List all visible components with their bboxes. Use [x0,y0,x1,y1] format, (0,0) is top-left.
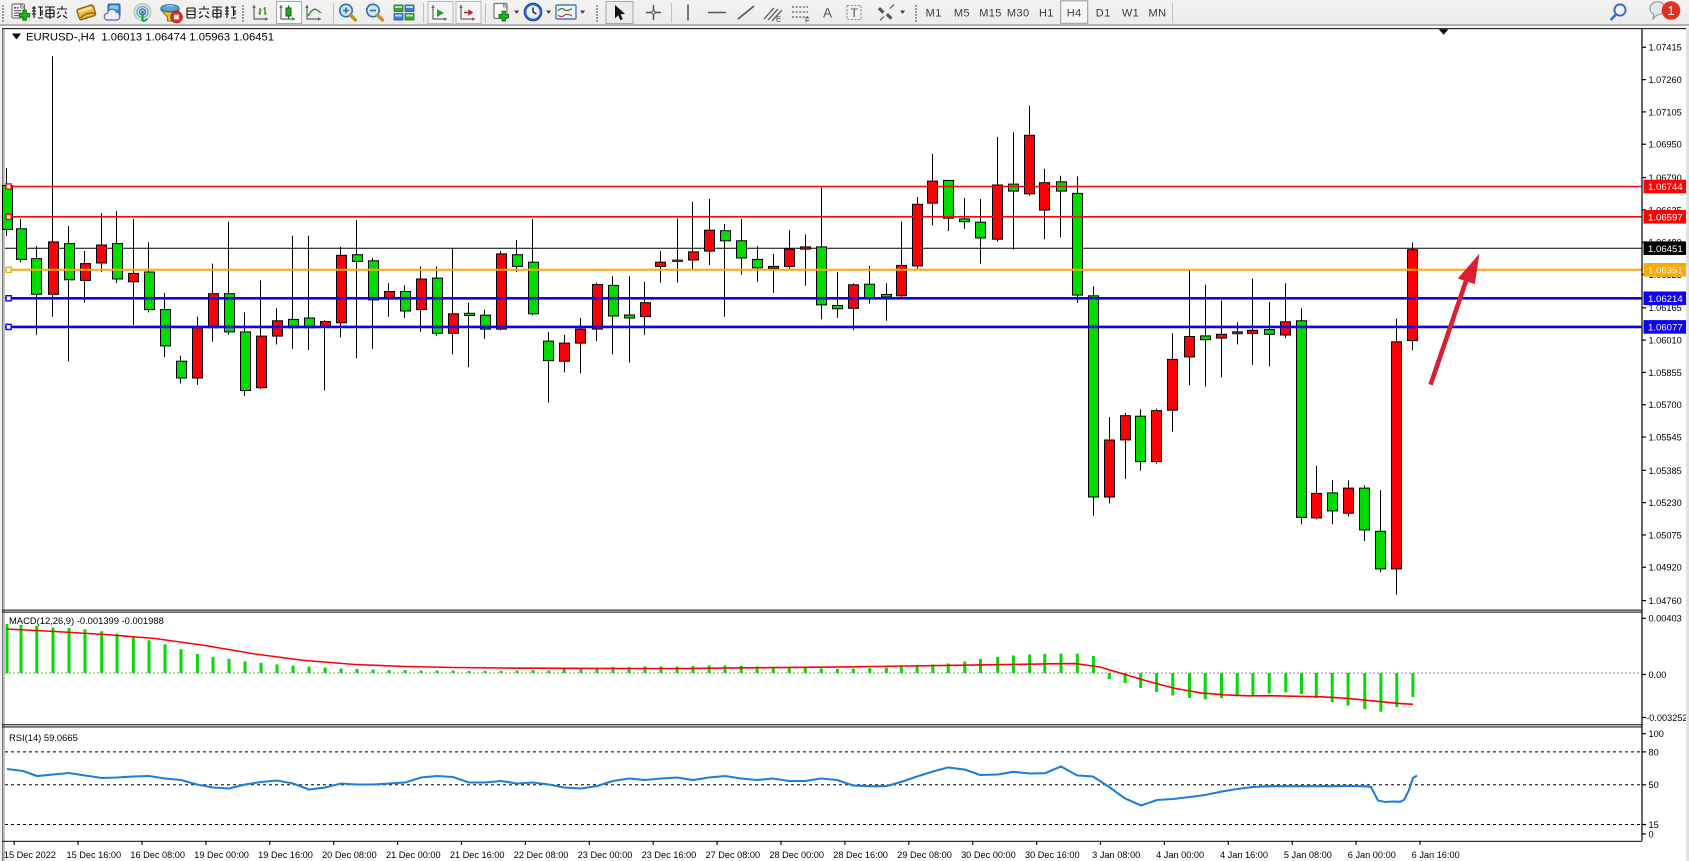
svg-text:15 Dec 16:00: 15 Dec 16:00 [66,850,121,860]
svg-text:F: F [805,16,810,25]
svg-text:M30: M30 [1007,8,1030,20]
svg-text:-0.003252: -0.003252 [1646,713,1687,723]
svg-text:29 Dec 08:00: 29 Dec 08:00 [897,850,952,860]
svg-text:1.04920: 1.04920 [1649,563,1682,573]
svg-text:23 Dec 16:00: 23 Dec 16:00 [642,850,697,860]
svg-text:1.05385: 1.05385 [1649,466,1682,476]
svg-text:1.06451: 1.06451 [1648,244,1683,255]
svg-text:20 Dec 08:00: 20 Dec 08:00 [322,850,377,860]
svg-text:0.00403: 0.00403 [1649,614,1682,624]
svg-text:1.07415: 1.07415 [1649,43,1682,53]
svg-text:W1: W1 [1122,8,1139,20]
svg-text:E: E [776,15,781,24]
svg-text:27 Dec 08:00: 27 Dec 08:00 [705,850,760,860]
svg-text:16 Dec 08:00: 16 Dec 08:00 [130,850,185,860]
svg-text:1.06165: 1.06165 [1649,303,1682,313]
svg-text:1.06597: 1.06597 [1648,212,1683,223]
svg-text:22 Dec 08:00: 22 Dec 08:00 [514,850,569,860]
svg-text:1.06351: 1.06351 [1648,265,1683,276]
svg-text:28 Dec 00:00: 28 Dec 00:00 [769,850,824,860]
svg-text:D1: D1 [1096,8,1111,20]
svg-text:19 Dec 00:00: 19 Dec 00:00 [194,850,249,860]
svg-text:6 Jan 00:00: 6 Jan 00:00 [1348,850,1396,860]
svg-text:15: 15 [1649,820,1659,830]
svg-text:1.06077: 1.06077 [1648,323,1683,334]
svg-text:MN: MN [1149,8,1167,20]
svg-text:0: 0 [1649,829,1654,839]
svg-text:M1: M1 [926,8,942,20]
svg-text:T: T [851,6,859,20]
svg-text:H1: H1 [1039,8,1054,20]
svg-text:5 Jan 08:00: 5 Jan 08:00 [1284,850,1332,860]
svg-text:28 Dec 16:00: 28 Dec 16:00 [833,850,888,860]
svg-text:50: 50 [1649,780,1659,790]
svg-text:1: 1 [1667,3,1674,18]
svg-text:4 Jan 00:00: 4 Jan 00:00 [1156,850,1204,860]
svg-text:21 Dec 16:00: 21 Dec 16:00 [450,850,505,860]
svg-text:1.05700: 1.05700 [1649,400,1682,410]
svg-text:15 Dec 2022: 15 Dec 2022 [4,850,56,860]
svg-text:1.06744: 1.06744 [1648,182,1683,193]
svg-text:4 Jan 16:00: 4 Jan 16:00 [1220,850,1268,860]
svg-text:A: A [823,6,832,21]
svg-text:1.07105: 1.07105 [1649,107,1682,117]
svg-text:21 Dec 00:00: 21 Dec 00:00 [386,850,441,860]
svg-text:30 Dec 16:00: 30 Dec 16:00 [1025,850,1080,860]
svg-text:1.06010: 1.06010 [1649,336,1682,346]
svg-text:19 Dec 16:00: 19 Dec 16:00 [258,850,313,860]
svg-text:M5: M5 [954,8,970,20]
svg-text:MACD(12,26,9) -0.001399 -0.001: MACD(12,26,9) -0.001399 -0.001988 [9,615,164,626]
svg-text:6 Jan 16:00: 6 Jan 16:00 [1412,850,1460,860]
svg-text:1.04760: 1.04760 [1649,596,1682,606]
svg-text:3 Jan 08:00: 3 Jan 08:00 [1092,850,1140,860]
svg-text:M15: M15 [979,8,1002,20]
svg-text:80: 80 [1649,747,1659,757]
svg-text:1.05075: 1.05075 [1649,530,1682,540]
svg-text:EURUSD-,H4 1.06013 1.06474 1.: EURUSD-,H4 1.06013 1.06474 1.05963 1.064… [26,32,274,44]
svg-text:1.05855: 1.05855 [1649,368,1682,378]
svg-text:1.06214: 1.06214 [1648,294,1683,305]
svg-text:100: 100 [1649,729,1664,739]
svg-text:1.05545: 1.05545 [1649,432,1682,442]
svg-text:1.07260: 1.07260 [1649,75,1682,85]
svg-text:H4: H4 [1067,8,1082,20]
svg-text:1.06950: 1.06950 [1649,140,1682,150]
svg-text:1.06790: 1.06790 [1649,173,1682,183]
svg-text:1.05230: 1.05230 [1649,498,1682,508]
svg-text:0.00: 0.00 [1649,670,1667,680]
svg-text:23 Dec 00:00: 23 Dec 00:00 [578,850,633,860]
svg-text:30 Dec 00:00: 30 Dec 00:00 [961,850,1016,860]
svg-text:RSI(14) 59.0665: RSI(14) 59.0665 [9,732,78,743]
